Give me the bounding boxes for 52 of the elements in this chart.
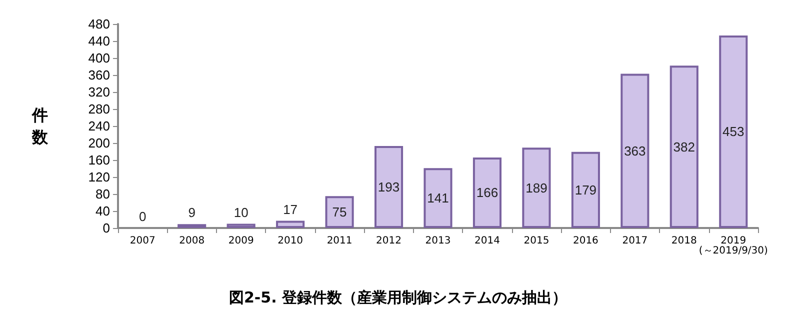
x-tick-label: 2017 [622, 236, 648, 246]
y-tick-label: 160 [88, 152, 110, 168]
bar [472, 157, 502, 228]
y-tick-label: 440 [88, 34, 110, 48]
x-tick-label: 2011 [326, 236, 352, 246]
y-tick-label: 280 [88, 102, 110, 116]
y-tick-label: 80 [96, 186, 110, 202]
y-axis-title: 件数 [31, 106, 49, 146]
x-tick-label: 2016 [572, 236, 598, 246]
x-tick-label: 2015 [524, 236, 550, 246]
data-label: 141 [427, 190, 449, 206]
y-tick-label: 0 [102, 220, 110, 236]
bar [374, 146, 404, 228]
y-tick-label: 400 [88, 50, 110, 66]
y-tick-label: 40 [96, 204, 110, 218]
x-tick-label: 2009 [228, 236, 254, 246]
bar [670, 66, 698, 228]
y-tick-label: 240 [88, 118, 110, 134]
data-label: 17 [283, 202, 298, 217]
bar [424, 168, 452, 228]
data-label: 193 [378, 179, 400, 194]
bar [226, 224, 256, 228]
data-label: 382 [673, 139, 696, 154]
data-label: 166 [476, 185, 498, 200]
data-label: 9 [188, 205, 196, 220]
data-label: 179 [574, 182, 597, 198]
x-tick-label: 2013 [425, 236, 451, 246]
x-tick-label: 2018 [671, 236, 697, 246]
x-tick-label: 2012 [376, 236, 402, 246]
y-tick-label: 480 [88, 16, 110, 32]
y-tick-label: 320 [88, 84, 110, 100]
x-tick-label: 2007 [130, 236, 156, 246]
y-tick-label: 120 [88, 170, 110, 184]
x-tick-label: 2008 [179, 236, 205, 246]
y-tick-label: 200 [88, 136, 110, 150]
text: 図2-5. 登録件数（産業用制御システムのみ抽出） [228, 288, 568, 306]
data-label: 363 [624, 143, 646, 158]
data-label: 75 [332, 204, 347, 220]
bar [522, 148, 551, 228]
bar [276, 220, 305, 228]
bar [620, 74, 650, 228]
data-label: 189 [526, 180, 548, 196]
x-tick-label: 2010 [278, 236, 304, 246]
data-label: 0 [139, 209, 146, 224]
bar [325, 196, 354, 228]
data-label: 453 [722, 124, 744, 140]
data-label: 10 [234, 204, 248, 220]
bar [571, 152, 600, 228]
bar [719, 35, 748, 228]
x-tick-label: 2014 [474, 236, 500, 246]
y-tick-label: 360 [88, 68, 110, 82]
x-tick-label: 2019 (～2019/9/30) [698, 236, 768, 256]
